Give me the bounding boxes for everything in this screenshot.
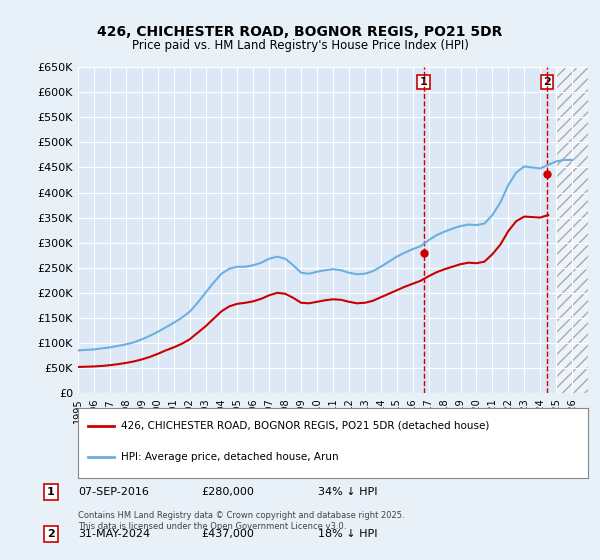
Bar <box>556 67 588 393</box>
Text: 18% ↓ HPI: 18% ↓ HPI <box>318 529 378 539</box>
Text: £437,000: £437,000 <box>202 529 254 539</box>
Text: 426, CHICHESTER ROAD, BOGNOR REGIS, PO21 5DR: 426, CHICHESTER ROAD, BOGNOR REGIS, PO21… <box>97 25 503 39</box>
Text: 426, CHICHESTER ROAD, BOGNOR REGIS, PO21 5DR (detached house): 426, CHICHESTER ROAD, BOGNOR REGIS, PO21… <box>121 421 490 431</box>
Text: HPI: Average price, detached house, Arun: HPI: Average price, detached house, Arun <box>121 452 339 462</box>
Text: 31-MAY-2024: 31-MAY-2024 <box>78 529 150 539</box>
Text: 34% ↓ HPI: 34% ↓ HPI <box>318 487 378 497</box>
Text: £280,000: £280,000 <box>202 487 254 497</box>
Text: 2: 2 <box>47 529 55 539</box>
Text: 1: 1 <box>47 487 55 497</box>
Text: 07-SEP-2016: 07-SEP-2016 <box>79 487 149 497</box>
Text: 2: 2 <box>543 77 551 87</box>
Bar <box>556 67 588 393</box>
Text: 1: 1 <box>419 77 427 87</box>
Text: Contains HM Land Registry data © Crown copyright and database right 2025.
This d: Contains HM Land Registry data © Crown c… <box>78 511 404 530</box>
Text: Price paid vs. HM Land Registry's House Price Index (HPI): Price paid vs. HM Land Registry's House … <box>131 39 469 52</box>
